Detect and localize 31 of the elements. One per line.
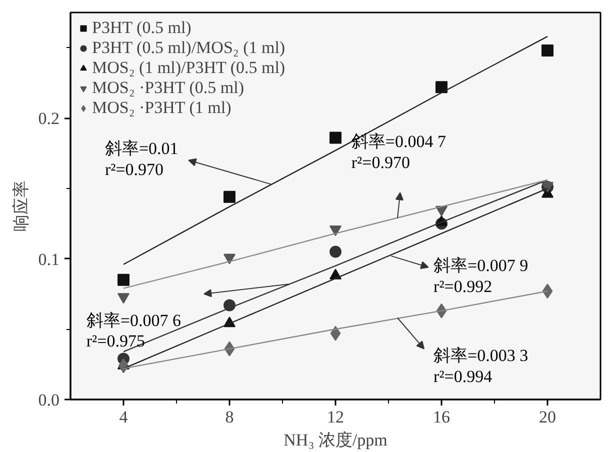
- y-tick-label: 0.0: [38, 390, 60, 410]
- annotation: 斜率=0.01 r²=0.970: [104, 139, 178, 180]
- point: [542, 284, 553, 299]
- point: [330, 326, 341, 341]
- annotation: 斜率=0.004 7 r²=0.970: [351, 132, 446, 172]
- x-tick-label: 12: [327, 408, 344, 426]
- point: [542, 44, 554, 56]
- legend-label: MOS₂ ·P3HT (0.5 ml): [92, 78, 244, 98]
- legend-label: P3HT (0.5 ml): [92, 18, 192, 38]
- x-tick-label: 4: [119, 408, 128, 426]
- legend-label: P3HT (0.5 ml)/MOS₂ (1 ml): [92, 38, 286, 58]
- y-tick-label: 0.1: [38, 250, 60, 269]
- annotation: 斜率=0.007 9 r²=0.992: [434, 256, 528, 296]
- point: [436, 81, 448, 94]
- x-axis-title: NH₃ 浓度/ppm: [284, 430, 388, 450]
- legend-label: MOS₂ (1 ml)/P3HT (0.5 ml): [92, 58, 286, 78]
- point: [224, 190, 236, 203]
- point: [224, 254, 236, 264]
- x-tick-label: 20: [539, 408, 556, 426]
- point: [330, 132, 342, 144]
- x-tick-label: 16: [433, 408, 450, 426]
- x-tick-label: 8: [225, 408, 234, 426]
- point: [224, 299, 236, 312]
- point: [330, 246, 342, 258]
- y-axis-title: 响应率: [11, 180, 30, 232]
- annotation: 斜率=0.007 6 r²=0.975: [86, 310, 181, 351]
- legend-label: MOS₂ ·P3HT (1 ml): [92, 98, 232, 118]
- point: [118, 274, 130, 286]
- point: [118, 358, 129, 374]
- y-tick-label: 0.2: [38, 109, 60, 128]
- annotation: 斜率=0.003 3 r²=0.994: [434, 346, 528, 386]
